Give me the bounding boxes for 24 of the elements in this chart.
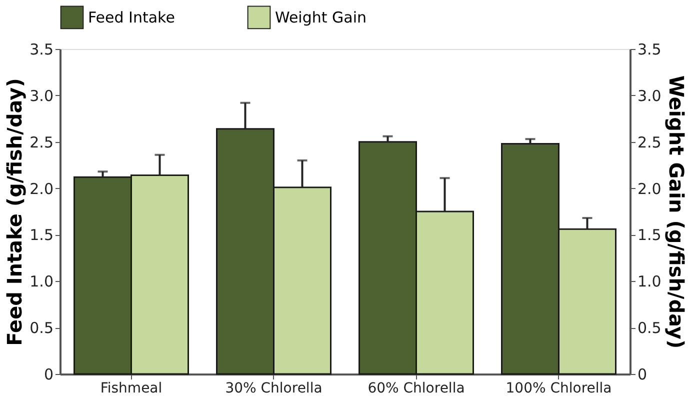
y-tick-label: 0.5 [30, 319, 54, 338]
x-tick-label: 60% Chlorella [368, 380, 465, 396]
y2-tick-label: 0 [638, 366, 648, 384]
legend-label: Weight Gain [275, 8, 367, 26]
y-tick-label: 1.0 [30, 272, 54, 291]
y2-tick-label: 2.0 [638, 180, 662, 198]
y2-tick-label: 1.5 [638, 226, 662, 244]
y-tick-label: 2.5 [30, 133, 54, 152]
y2-axis-title: Weight Gain (g/fish/day) [664, 75, 688, 349]
y2-tick-label: 0.5 [638, 319, 662, 338]
y-tick-label: 3.0 [30, 86, 54, 105]
x-tick-label: 30% Chlorella [225, 380, 322, 396]
y-tick-label: 3.5 [30, 40, 54, 58]
legend-label: Feed Intake [88, 8, 175, 26]
y-tick-label: 2.0 [30, 180, 54, 198]
y2-tick-label: 3.0 [638, 86, 662, 105]
y-tick-label: 0 [44, 366, 54, 384]
x-tick-label: 100% Chlorella [506, 380, 612, 396]
y2-tick-label: 2.5 [638, 133, 662, 152]
y-axis-title: Feed Intake (g/fish/day) [2, 78, 27, 346]
y2-tick-label: 3.5 [638, 40, 662, 58]
x-tick-label: Fishmeal [100, 380, 162, 396]
y2-tick-label: 1.0 [638, 272, 662, 291]
y-tick-label: 1.5 [30, 226, 54, 244]
